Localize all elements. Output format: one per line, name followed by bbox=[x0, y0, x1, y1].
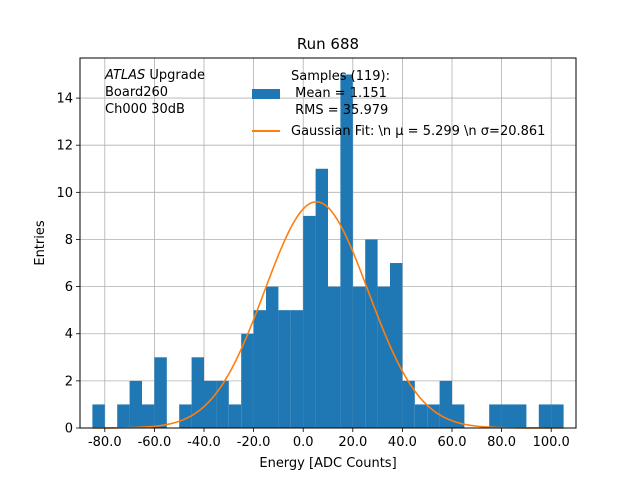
histogram-bar bbox=[142, 404, 155, 428]
y-tick-label: 4 bbox=[65, 327, 73, 342]
histogram-bar bbox=[538, 404, 552, 428]
histogram-bar bbox=[340, 74, 353, 428]
y-tick-label: 12 bbox=[56, 139, 73, 154]
histogram-bar bbox=[303, 215, 316, 428]
annotation-line: ATLAS Upgrade bbox=[104, 68, 205, 83]
histogram-bar bbox=[328, 286, 341, 428]
histogram-bar bbox=[253, 310, 266, 428]
histogram-bar bbox=[414, 404, 428, 428]
legend: Samples (119): Mean = 1.151 RMS = 35.979… bbox=[252, 69, 545, 139]
y-axis-label: Entries bbox=[33, 220, 48, 266]
y-tick-label: 8 bbox=[65, 233, 73, 248]
annotation-text: Upgrade bbox=[145, 68, 205, 83]
histogram-bar bbox=[365, 239, 378, 428]
histogram-bar bbox=[352, 286, 366, 428]
histogram-bar bbox=[315, 168, 328, 428]
x-tick-label: 100.0 bbox=[533, 435, 570, 450]
annotation-text: Ch000 30dB bbox=[105, 102, 185, 117]
histogram-bar bbox=[241, 333, 254, 428]
histogram-bar bbox=[290, 310, 304, 428]
x-tick-label: 0.0 bbox=[293, 435, 314, 450]
x-tick-label: -20.0 bbox=[237, 435, 271, 450]
histogram-bar bbox=[129, 380, 142, 428]
x-tick-label: -60.0 bbox=[138, 435, 172, 450]
histogram-bar bbox=[377, 286, 390, 428]
histogram-bar bbox=[501, 404, 514, 428]
histogram-bar bbox=[117, 404, 130, 428]
histogram-bar bbox=[216, 380, 229, 428]
gaussian-fit bbox=[92, 200, 564, 429]
histogram-bar bbox=[266, 286, 279, 428]
atlas-annotation: ATLAS Upgrade Board260 Ch000 30dB bbox=[104, 68, 205, 117]
histogram-bar bbox=[92, 404, 105, 428]
y-tick-label: 0 bbox=[65, 422, 73, 437]
y-axis-ticks: 0 2 4 6 8 10 12 14 bbox=[56, 92, 80, 437]
x-axis-label: Energy [ADC Counts] bbox=[259, 456, 396, 471]
histogram-bar bbox=[278, 310, 291, 428]
annotation-line: Ch000 30dB bbox=[105, 102, 185, 117]
gaussian-fit-curve bbox=[92, 200, 564, 429]
histogram-bar bbox=[179, 404, 192, 428]
legend-histogram-line-2: Mean = 1.151 bbox=[291, 86, 387, 101]
histogram-bar bbox=[439, 380, 452, 428]
annotation-text: Board260 bbox=[105, 85, 168, 100]
legend-histogram-swatch bbox=[252, 89, 280, 99]
annotation-line: Board260 bbox=[105, 85, 168, 100]
histogram-bar bbox=[191, 357, 204, 428]
chart-title: Run 688 bbox=[297, 35, 359, 53]
legend-histogram-line-3: RMS = 35.979 bbox=[291, 103, 388, 118]
histogram-bar bbox=[489, 404, 502, 428]
legend-fit-label: Gaussian Fit: \n μ = 5.299 \n σ=20.861 bbox=[291, 124, 545, 139]
x-tick-label: 40.0 bbox=[388, 435, 417, 450]
histogram-bars bbox=[92, 74, 564, 428]
plot-frame bbox=[79, 57, 577, 429]
legend-histogram-line-1: Samples (119): bbox=[291, 69, 390, 84]
y-tick-label: 6 bbox=[65, 280, 73, 295]
x-tick-label: -40.0 bbox=[187, 435, 221, 450]
x-tick-label: 20.0 bbox=[338, 435, 367, 450]
annotation-italic: ATLAS bbox=[104, 68, 145, 83]
x-tick-label: 60.0 bbox=[438, 435, 467, 450]
histogram-bar bbox=[204, 380, 217, 428]
histogram-bar bbox=[514, 404, 527, 428]
y-tick-label: 14 bbox=[56, 92, 73, 107]
x-tick-label: -80.0 bbox=[88, 435, 122, 450]
y-tick-label: 10 bbox=[56, 186, 73, 201]
y-tick-label: 2 bbox=[65, 374, 73, 389]
histogram-bar bbox=[551, 404, 564, 428]
histogram-bar bbox=[427, 404, 440, 428]
histogram-bar bbox=[154, 357, 167, 428]
histogram-bar bbox=[402, 380, 415, 428]
histogram-bar bbox=[390, 263, 403, 428]
x-tick-label: 80.0 bbox=[487, 435, 516, 450]
histogram-bar bbox=[228, 404, 242, 428]
x-axis-ticks: -80.0 -60.0 -40.0 -20.0 0.0 20.0 40.0 60.0 80.0 1… bbox=[88, 428, 570, 450]
